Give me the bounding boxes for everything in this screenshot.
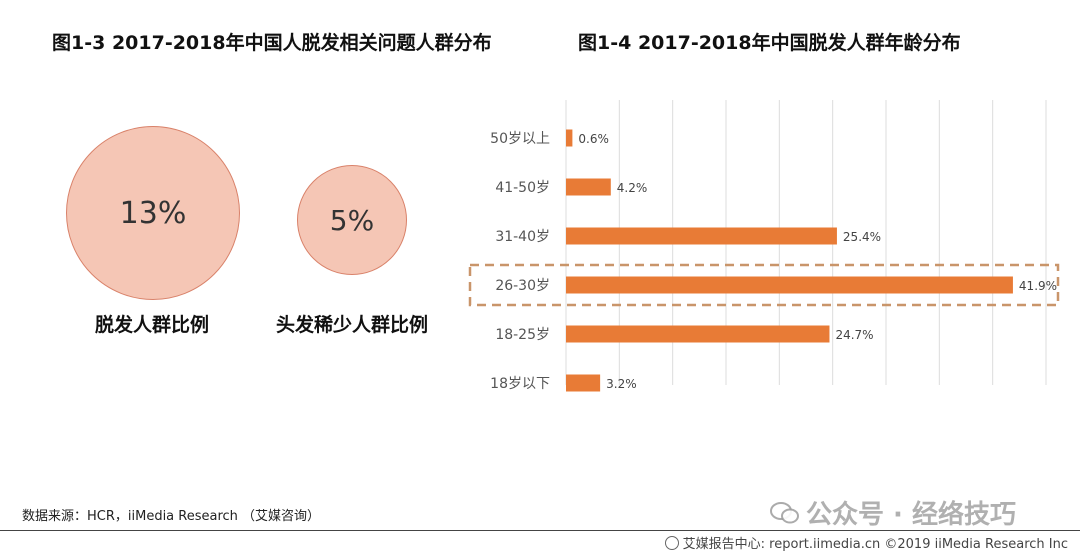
bubble-hair-loss-value: 13% [119, 195, 187, 231]
bubble-hair-loss-label: 脱发人群比例 [94, 314, 210, 336]
category-label: 26-30岁 [495, 278, 550, 294]
right-chart-title: 图1-4 2017-2018年中国脱发人群年龄分布 [578, 32, 961, 54]
bar [566, 129, 573, 147]
category-label: 18-25岁 [495, 327, 550, 343]
value-label: 4.2% [617, 181, 648, 195]
bar [566, 374, 601, 392]
value-label: 25.4% [843, 230, 881, 244]
wechat-watermark: 公众号 · 经络技巧 [770, 494, 1016, 531]
footer-credit-text: 艾媒报告中心: report.iimedia.cn ©2019 iiMedia … [682, 537, 1068, 552]
watermark-text: 公众号 · 经络技巧 [806, 500, 1016, 530]
value-label: 41.9% [1019, 279, 1057, 293]
data-source: 数据来源：HCR，iiMedia Research （艾媒咨询） [22, 509, 321, 524]
footer-credit: 艾媒报告中心: report.iimedia.cn ©2019 iiMedia … [664, 533, 1068, 552]
bar [566, 325, 830, 343]
category-label: 31-40岁 [495, 229, 550, 245]
age-distribution-bar-chart: 50岁以上 0.6% 41-50岁 4.2% 31-40岁 25.4% 26-30岁 41.9… [468, 100, 1060, 392]
bubble-thin-hair: 5% [297, 165, 407, 275]
bar [566, 276, 1013, 294]
highlight-box [468, 263, 1060, 307]
globe-icon [664, 536, 679, 550]
bubble-thin-hair-label: 头发稀少人群比例 [275, 314, 429, 336]
category-label: 18岁以下 [490, 376, 550, 392]
bar [566, 227, 837, 245]
category-label: 41-50岁 [495, 180, 550, 196]
left-chart-title: 图1-3 2017-2018年中国人脱发相关问题人群分布 [52, 32, 492, 54]
value-label: 0.6% [578, 132, 609, 146]
bar [566, 178, 611, 196]
category-label: 50岁以上 [490, 131, 550, 147]
bubble-thin-hair-value: 5% [329, 203, 375, 237]
value-label: 24.7% [835, 328, 873, 342]
bubble-hair-loss: 13% [66, 126, 240, 300]
value-label: 3.2% [606, 377, 637, 391]
footer-divider [0, 530, 1080, 531]
wechat-icon [770, 501, 799, 523]
